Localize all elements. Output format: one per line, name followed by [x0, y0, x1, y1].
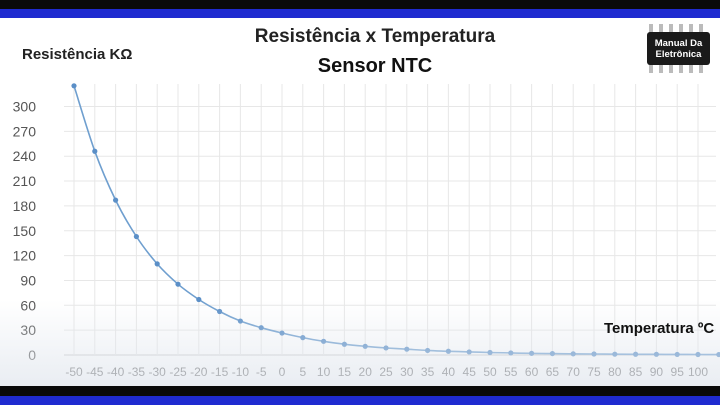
data-point: [175, 281, 181, 287]
data-point: [154, 261, 160, 267]
y-tick-label: 210: [13, 173, 37, 189]
top-blue-band: [0, 9, 720, 18]
logo-line-2: Eletrônica: [655, 49, 702, 60]
data-point: [71, 83, 77, 89]
brand-logo: Manual Da Eletrônica: [647, 32, 710, 65]
y-tick-label: 120: [13, 248, 37, 264]
y-tick-label: 90: [20, 272, 36, 288]
data-point: [133, 233, 139, 240]
top-black-band: [0, 0, 720, 9]
y-tick-label: 180: [13, 198, 37, 214]
logo-line-1: Manual Da: [654, 38, 703, 49]
y-tick-label: 270: [13, 123, 37, 139]
y-tick-label: 300: [13, 99, 37, 115]
y-axis-label: Resistência KΩ: [22, 46, 133, 63]
bottom-blue-band: [0, 396, 720, 405]
data-point: [113, 197, 119, 203]
bottom-black-band: [0, 386, 720, 396]
chart-title: Resistência x Temperatura: [254, 26, 496, 47]
y-tick-label: 150: [13, 223, 37, 239]
data-point: [92, 148, 98, 154]
chart-subtitle: Sensor NTC: [317, 55, 433, 77]
bottom-fade: [0, 300, 720, 386]
x-axis-label: Temperatura ºC: [604, 320, 715, 337]
y-tick-label: 240: [13, 148, 37, 164]
